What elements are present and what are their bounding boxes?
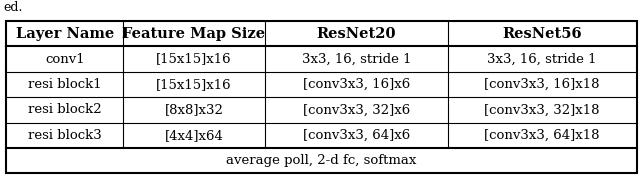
Text: [15x15]x16: [15x15]x16 — [156, 78, 232, 91]
Text: Feature Map Size: Feature Map Size — [122, 27, 266, 41]
Text: resi block1: resi block1 — [28, 78, 102, 91]
Text: [conv3x3, 64]x6: [conv3x3, 64]x6 — [303, 129, 410, 142]
Text: 3x3, 16, stride 1: 3x3, 16, stride 1 — [301, 52, 411, 66]
Text: [conv3x3, 64]x18: [conv3x3, 64]x18 — [484, 129, 600, 142]
Text: average poll, 2-d fc, softmax: average poll, 2-d fc, softmax — [227, 154, 417, 167]
Text: [conv3x3, 16]x6: [conv3x3, 16]x6 — [303, 78, 410, 91]
Text: 3x3, 16, stride 1: 3x3, 16, stride 1 — [488, 52, 597, 66]
Text: resi block2: resi block2 — [28, 103, 102, 116]
Text: ed.: ed. — [3, 1, 22, 14]
Text: [conv3x3, 16]x18: [conv3x3, 16]x18 — [484, 78, 600, 91]
Text: [4x4]x64: [4x4]x64 — [164, 129, 223, 142]
Text: ResNet56: ResNet56 — [502, 27, 582, 41]
Text: [conv3x3, 32]x6: [conv3x3, 32]x6 — [303, 103, 410, 116]
Text: Layer Name: Layer Name — [15, 27, 114, 41]
Text: [15x15]x16: [15x15]x16 — [156, 52, 232, 66]
Text: resi block3: resi block3 — [28, 129, 102, 142]
Text: [conv3x3, 32]x18: [conv3x3, 32]x18 — [484, 103, 600, 116]
Text: [8x8]x32: [8x8]x32 — [164, 103, 223, 116]
Bar — [6, 21, 637, 173]
Text: ResNet20: ResNet20 — [317, 27, 396, 41]
Text: conv1: conv1 — [45, 52, 84, 66]
